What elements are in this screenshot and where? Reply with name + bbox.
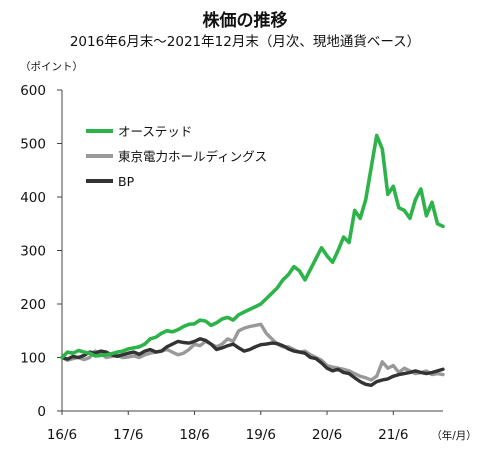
chart-title: 株価の推移 (202, 11, 288, 31)
x-tick-label-20/6: 20/6 (312, 427, 342, 443)
x-tick-label-19/6: 19/6 (246, 427, 276, 443)
y-tick-label-100: 100 (20, 351, 46, 367)
y-tick-label-400: 400 (20, 190, 46, 206)
legend-label-2: BP (118, 174, 135, 189)
chart-subtitle: 2016年6月末～2021年12月末（月次、現地通貨ベース） (69, 34, 421, 50)
legend-label-0: オーステッド (118, 124, 192, 139)
x-tick-label-21/6: 21/6 (378, 427, 408, 443)
x-tick-label-16/6: 16/6 (47, 427, 77, 443)
y-tick-label-300: 300 (20, 244, 46, 260)
y-tick-label-500: 500 (20, 137, 46, 153)
series-line-bp (60, 337, 445, 387)
y-tick-label-0: 0 (37, 404, 46, 420)
y-axis-unit-label: （ポイント） (20, 61, 83, 73)
x-tick-label-18/6: 18/6 (179, 427, 209, 443)
y-tick-label-600: 600 (20, 83, 46, 99)
x-axis-unit-label: （年/月） (431, 429, 477, 442)
series-line-orsted (60, 133, 445, 360)
x-tick-label-17/6: 17/6 (113, 427, 143, 443)
series-line-tepco (60, 322, 445, 382)
y-tick-label-200: 200 (20, 297, 46, 313)
legend-label-1: 東京電力ホールディングス (118, 149, 267, 164)
